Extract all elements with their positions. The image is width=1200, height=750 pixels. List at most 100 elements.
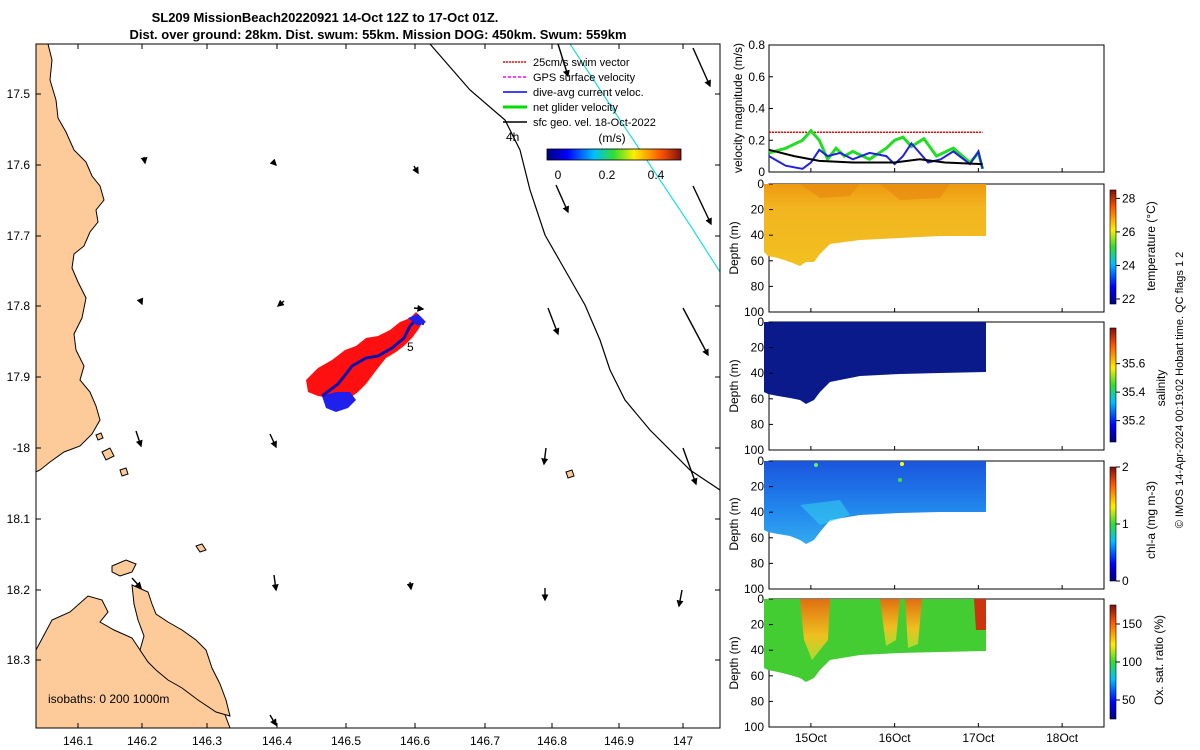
- glider-track-line: [321, 318, 425, 398]
- depth-tick-label: 20: [751, 618, 765, 632]
- legend-label-swim: 25cm/s swim vector: [533, 57, 630, 69]
- colorbar-tick-label: 100: [1122, 655, 1142, 669]
- colorbar-tick-label: 50: [1122, 693, 1136, 707]
- map-lon-tick-label: 146.4: [262, 734, 292, 748]
- chl-hotspot: [814, 463, 818, 467]
- depth-tick-label: 40: [751, 505, 765, 519]
- map-colorbar-tick-2: 0.4: [648, 168, 665, 182]
- map-panel: 5 4h: [7, 43, 721, 748]
- isobath-1000m: [569, 43, 721, 273]
- geo-arrow: [541, 447, 549, 466]
- depth-tick-label: 0: [757, 177, 764, 191]
- temperature-panel: Depth (m) temperature (°C): [727, 183, 1158, 313]
- depth-tick-label: 100: [744, 443, 764, 457]
- title-line-2: Dist. over ground: 28km. Dist. swum: 55k…: [129, 27, 626, 42]
- geo-arrow: [269, 714, 277, 727]
- depth-tick-label: 60: [751, 392, 765, 406]
- depth-tick-label: 0: [757, 315, 764, 329]
- velocity-axis-ticks: 0 0.2 0.4 0.6 0.8: [748, 38, 773, 179]
- day-tick-label: 15Oct: [795, 731, 828, 745]
- geo-arrow: [406, 581, 414, 591]
- geo-arrow: [271, 574, 279, 592]
- colorbar-tick-label: 150: [1122, 617, 1142, 631]
- depth-tick-label: 20: [751, 203, 765, 217]
- map-lat-tick-label: 17.7: [7, 229, 31, 243]
- velocity-series-line: [768, 141, 984, 170]
- island-small-3: [195, 543, 207, 553]
- map-lon-tick-label: 146.1: [63, 734, 93, 748]
- isobath-200m: [429, 43, 721, 491]
- geo-arrow: [140, 156, 148, 165]
- day-tick-label: 17Oct: [962, 731, 995, 745]
- velocity-y-tick-label: 0.2: [748, 133, 765, 147]
- map-lon-tick-label: 146.2: [127, 734, 157, 748]
- map-lon-tick-label: 146.9: [604, 734, 634, 748]
- day-tick-label: 18Oct: [1046, 731, 1079, 745]
- map-frame: [35, 43, 721, 729]
- map-lat-tick-label: -18: [13, 441, 31, 455]
- geo-arrow: [269, 433, 277, 449]
- geo-arrow: [682, 447, 698, 486]
- map-lat-tick-label: 18.2: [7, 583, 31, 597]
- colorbar-tick-label: 26: [1122, 225, 1136, 239]
- oxygen-band-1: [800, 599, 830, 660]
- depth-tick-label: 100: [744, 305, 764, 319]
- geo-arrow: [276, 299, 285, 307]
- geo-arrow: [692, 47, 711, 88]
- colorbar-tick-label: 1: [1122, 517, 1129, 531]
- velocity-y-tick-label: 0.4: [748, 102, 765, 116]
- chl-hotspot: [900, 462, 904, 466]
- marker-5: 5: [407, 340, 414, 354]
- glider-track-group: [306, 312, 426, 412]
- title-line-1: SL209 MissionBeach20220921 14-Oct 12Z to…: [152, 10, 499, 25]
- salinity-ylabel: Depth (m): [727, 359, 741, 412]
- velocity-ylabel: velocity magnitude (m/s): [731, 43, 745, 173]
- velocity-y-tick-label: 0: [758, 165, 765, 179]
- oxygen-panel: Depth (m) Ox. sat. ratio (%): [727, 598, 1166, 728]
- isobaths-label: isobaths: 0 200 1000m: [48, 692, 169, 706]
- colorbar-tick-label: 22: [1122, 292, 1136, 306]
- colorbar-tick-label: 2: [1122, 460, 1129, 474]
- salinity-panel: Depth (m) salinity: [727, 321, 1168, 451]
- geo-arrow: [682, 307, 709, 357]
- depth-tick-label: 60: [751, 531, 765, 545]
- island-small-4: [565, 469, 575, 479]
- geo-arrow: [412, 165, 419, 175]
- map-lat-tick-label: 18.1: [7, 512, 31, 526]
- map-lon-tick-label: 146.5: [331, 734, 361, 748]
- geo-arrow: [413, 304, 425, 312]
- map-legend: 25cm/s swim vector GPS surface velocity …: [503, 57, 656, 129]
- footer-credit: © IMOS 14-Apr-2024 00:19:02 Hobart time.…: [1174, 252, 1186, 529]
- geo-arrow: [547, 307, 560, 336]
- island-small-6: [95, 432, 104, 441]
- oxygen-band-4: [974, 599, 986, 630]
- colorbar-tick-label: 35.4: [1122, 385, 1146, 399]
- colorbar-tick-label: 24: [1122, 258, 1136, 272]
- velocity-axes-bg: [768, 44, 1105, 173]
- temperature-warm-top: [800, 184, 950, 200]
- depth-tick-label: 100: [744, 582, 764, 596]
- island-small-1: [111, 559, 137, 577]
- map-axis-ticks: 17.5 17.6 17.7 17.8 17.9 -18 18.1 18.2 18.3 146.1…: [7, 44, 720, 748]
- chl-colorbar-label: chl-a (mg m-3): [1144, 481, 1158, 559]
- depth-tick-label: 0: [757, 592, 764, 606]
- legend-label-net: net glider velocity: [533, 102, 618, 114]
- oxygen-colorbar-label: Ox. sat. ratio (%): [1152, 615, 1166, 705]
- map-lat-tick-label: 17.8: [7, 299, 31, 313]
- depth-tick-label: 20: [751, 341, 765, 355]
- depth-tick-label: 20: [751, 480, 765, 494]
- island-large: [131, 584, 231, 717]
- map-colorbar-tick-1: 0.2: [599, 168, 616, 182]
- temperature-ylabel: Depth (m): [727, 221, 741, 274]
- legend-label-dive: dive-avg current veloc.: [533, 87, 644, 99]
- geo-arrow: [676, 589, 684, 608]
- chl-ylabel: Depth (m): [727, 497, 741, 550]
- geo-arrow: [555, 184, 569, 214]
- swim-vector-fan: [306, 312, 424, 400]
- velocity-series: [768, 128, 985, 170]
- colorbar-tick-label: 28: [1122, 191, 1136, 205]
- chl-patch: [800, 500, 850, 525]
- oxygen-band-3: [905, 599, 922, 648]
- geo-arrow: [135, 430, 143, 448]
